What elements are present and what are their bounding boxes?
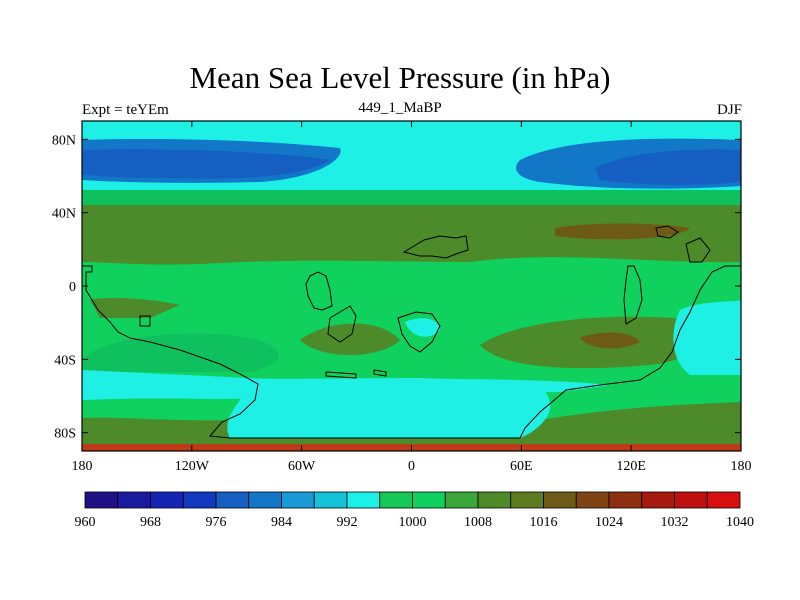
colorbar-swatch — [346, 491, 381, 509]
field-north-high — [82, 205, 741, 265]
colorbar-swatch — [215, 491, 250, 509]
age-label: 449_1_MaBP — [358, 100, 442, 116]
y-tick-label: 0 — [69, 280, 76, 295]
colorbar-swatch — [281, 491, 315, 509]
y-tick-label: 40N — [52, 207, 76, 222]
x-tick-label: 120E — [616, 459, 646, 474]
experiment-label: Expt = teYEm — [82, 102, 169, 118]
colorbar-label: 960 — [75, 515, 96, 530]
coastline-india — [623, 265, 643, 325]
field-south-pacific-high — [90, 297, 180, 318]
coastline-island — [373, 369, 387, 377]
colorbar-swatch — [117, 491, 151, 509]
y-tick-label: 80N — [52, 133, 76, 148]
field-antarctic-high — [82, 402, 741, 451]
colorbar-swatch — [641, 491, 675, 509]
colorbar-swatch — [379, 491, 413, 509]
colorbar-swatch — [674, 491, 708, 509]
field-aleutian-low — [82, 149, 330, 179]
x-tick-label: 180 — [72, 459, 93, 474]
colorbar: 960 968 976 984 992 1000 1008 1016 1024 1032 1040 — [75, 491, 754, 530]
coastline-mediterranean — [402, 235, 469, 259]
coastline-falklands — [325, 371, 357, 379]
field-cyan-africa — [405, 318, 440, 337]
colorbar-swatch — [706, 491, 741, 509]
field-south-high-core — [580, 332, 640, 349]
colorbar-swatch — [477, 491, 512, 509]
colorbar-label: 1024 — [595, 515, 623, 530]
colorbar-label: 976 — [206, 515, 227, 530]
colorbar-label: 1016 — [530, 515, 558, 530]
colorbar-swatch — [313, 491, 348, 509]
y-tick-label: 80S — [54, 427, 76, 442]
plot-title: Mean Sea Level Pressure (in hPa) — [189, 60, 611, 95]
colorbar-label: 1000 — [399, 515, 427, 530]
coastline-americas-south — [82, 265, 741, 439]
colorbar-swatch — [412, 491, 446, 509]
field-cyan-east — [673, 300, 741, 375]
x-tick-label: 120W — [175, 459, 210, 474]
colorbar-swatch — [510, 491, 544, 509]
colorbar-label: 1008 — [464, 515, 492, 530]
coastlines — [82, 225, 741, 439]
field-north-green — [82, 190, 741, 208]
colorbar-swatch — [84, 491, 119, 509]
colorbar-label: 1032 — [661, 515, 689, 530]
colorbar-swatch — [543, 491, 577, 509]
colorbar-label: 984 — [271, 515, 292, 530]
colorbar-label: 992 — [337, 515, 358, 530]
colorbar-swatch — [182, 491, 217, 509]
colorbar-swatch — [444, 491, 479, 509]
x-tick-label: 0 — [408, 459, 415, 474]
x-tick-label: 180 — [731, 459, 752, 474]
field-south-high-atlantic — [300, 323, 400, 355]
colorbar-label: 968 — [140, 515, 161, 530]
axis-ticks: 180 120W 60W 0 60E 120E 180 80N 40N 0 40S 80S — [52, 121, 752, 474]
colorbar-swatch — [608, 491, 643, 509]
y-tick-label: 40S — [54, 353, 76, 368]
season-label: DJF — [716, 102, 742, 118]
pressure-field — [82, 121, 741, 451]
coastline-pacific-island — [139, 315, 151, 327]
x-tick-label: 60W — [288, 459, 316, 474]
coastline-brazil — [327, 305, 357, 343]
colorbar-swatch — [248, 491, 282, 509]
coastline-africa — [397, 311, 441, 353]
field-icelandic-low — [595, 149, 741, 185]
coastline-japan — [685, 237, 711, 263]
field-south-green-a — [82, 333, 279, 372]
x-tick-label: 60E — [510, 459, 533, 474]
colorbar-label: 1040 — [726, 515, 754, 530]
colorbar-swatch — [150, 491, 184, 509]
colorbar-swatch — [575, 491, 610, 509]
field-antarctic-cyan — [227, 380, 551, 438]
coastline-northern-south-america — [305, 271, 333, 311]
coastline-east-asia — [655, 225, 679, 239]
field-asian-high — [555, 223, 690, 240]
